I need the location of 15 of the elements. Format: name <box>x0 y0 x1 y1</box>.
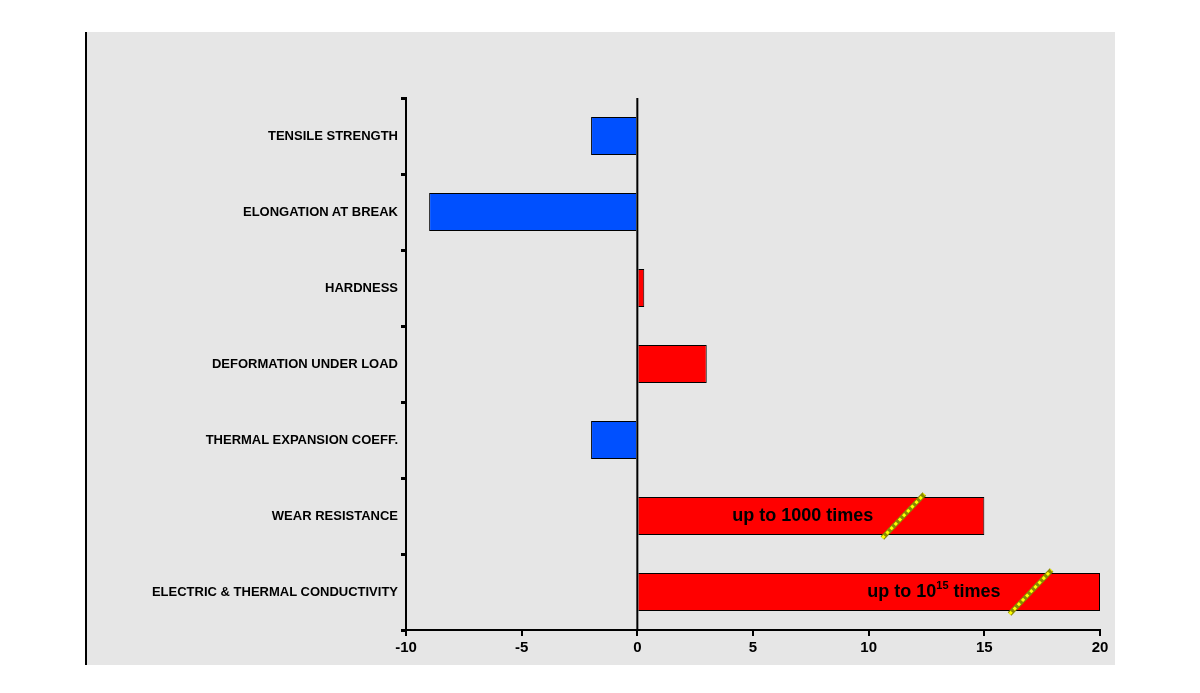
y-tick-label: ELECTRIC & THERMAL CONDUCTIVITY <box>151 583 399 599</box>
y-tick-label: ELONGATION AT BREAK <box>242 203 399 219</box>
y-tick-label: DEFORMATION UNDER LOAD <box>211 355 398 371</box>
x-tick-label: 10 <box>860 638 878 656</box>
annotation: up to 1000 times <box>732 504 874 525</box>
x-tick-label: 5 <box>748 638 758 656</box>
y-tick-label: WEAR RESISTANCE <box>271 507 399 523</box>
x-tick-label: -10 <box>395 638 417 656</box>
x-tick-label: 15 <box>975 638 993 656</box>
y-tick-label: THERMAL EXPANSION COEFF. <box>205 431 398 447</box>
x-tick-label: 20 <box>1091 638 1109 656</box>
x-tick-label: 0 <box>633 638 642 656</box>
y-tick-label: HARDNESS <box>325 279 399 295</box>
y-tick-label: TENSILE STRENGTH <box>267 127 398 143</box>
x-tick-label: -5 <box>514 638 529 656</box>
